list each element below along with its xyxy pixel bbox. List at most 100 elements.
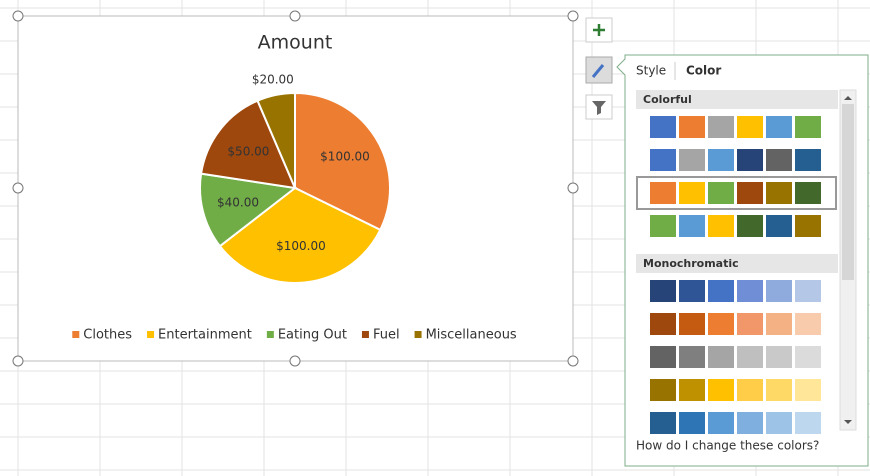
color-swatch[interactable]: [795, 116, 821, 138]
color-swatch[interactable]: [766, 379, 792, 401]
pie-slice: [294, 91, 391, 232]
color-swatch[interactable]: [650, 182, 676, 204]
color-swatch[interactable]: [650, 116, 676, 138]
color-swatch[interactable]: [766, 346, 792, 368]
color-swatch[interactable]: [795, 182, 821, 204]
pie-slice: [199, 172, 298, 248]
color-swatch[interactable]: [766, 182, 792, 204]
legend-swatch: [147, 331, 155, 338]
scroll-thumb[interactable]: [842, 104, 854, 280]
legend-label: Entertainment: [158, 328, 252, 343]
chart-title: Amount: [258, 32, 333, 54]
legend-label: Miscellaneous: [426, 328, 517, 343]
color-swatch[interactable]: [795, 313, 821, 335]
color-swatch[interactable]: [737, 313, 763, 335]
data-label: $100.00: [276, 239, 326, 253]
color-swatch[interactable]: [795, 379, 821, 401]
resize-handle[interactable]: [567, 182, 579, 194]
color-swatch[interactable]: [679, 379, 705, 401]
color-swatch[interactable]: [795, 412, 821, 434]
color-swatch[interactable]: [766, 412, 792, 434]
tab-active[interactable]: Color: [686, 64, 721, 78]
filter-button[interactable]: [585, 94, 613, 120]
color-swatch[interactable]: [679, 149, 705, 171]
color-swatch[interactable]: [737, 346, 763, 368]
data-label: $100.00: [320, 149, 370, 163]
color-swatch[interactable]: [650, 280, 676, 302]
resize-handles: [12, 10, 579, 367]
color-swatch[interactable]: [679, 346, 705, 368]
color-swatch[interactable]: [679, 280, 705, 302]
color-swatch[interactable]: [795, 149, 821, 171]
data-label: $40.00: [217, 195, 259, 209]
color-swatch[interactable]: [737, 116, 763, 138]
color-swatch[interactable]: [650, 313, 676, 335]
color-swatch[interactable]: [766, 313, 792, 335]
color-swatch[interactable]: [679, 182, 705, 204]
color-swatch[interactable]: [708, 412, 734, 434]
scroll-up[interactable]: [844, 96, 852, 100]
chart-buttons: [585, 17, 613, 120]
legend-swatch: [361, 331, 369, 338]
data-label: $50.00: [227, 144, 269, 158]
filter-icon: [592, 101, 606, 115]
color-swatch[interactable]: [766, 280, 792, 302]
resize-handle[interactable]: [567, 10, 579, 22]
color-swatch[interactable]: [737, 215, 763, 237]
color-swatch[interactable]: [737, 379, 763, 401]
resize-handle[interactable]: [12, 355, 24, 367]
color-swatch[interactable]: [679, 215, 705, 237]
tab[interactable]: Style: [636, 64, 666, 78]
color-swatch[interactable]: [795, 280, 821, 302]
scroll-down[interactable]: [844, 420, 852, 424]
color-swatch[interactable]: [795, 346, 821, 368]
legend-swatch: [266, 331, 274, 338]
color-swatch[interactable]: [737, 149, 763, 171]
color-swatch[interactable]: [708, 280, 734, 302]
resize-handle[interactable]: [12, 10, 24, 22]
selected-row: [636, 176, 837, 210]
color-swatch[interactable]: [650, 215, 676, 237]
resize-handle[interactable]: [289, 355, 301, 367]
color-swatch[interactable]: [679, 412, 705, 434]
legend-label: Eating Out: [278, 328, 347, 343]
color-swatch[interactable]: [795, 215, 821, 237]
color-swatch[interactable]: [708, 346, 734, 368]
color-swatch[interactable]: [708, 149, 734, 171]
color-swatch[interactable]: [708, 215, 734, 237]
color-swatch[interactable]: [766, 215, 792, 237]
legend-label: Clothes: [83, 328, 132, 343]
color-swatch[interactable]: [650, 149, 676, 171]
color-swatch[interactable]: [650, 346, 676, 368]
resize-handle[interactable]: [567, 355, 579, 367]
legend-swatch: [72, 331, 80, 338]
resize-handle[interactable]: [289, 10, 301, 22]
color-swatch[interactable]: [737, 412, 763, 434]
section-title: Colorful: [643, 93, 692, 106]
color-swatch[interactable]: [708, 379, 734, 401]
color-swatch[interactable]: [679, 116, 705, 138]
section-title: Monochromatic: [643, 257, 739, 270]
color-swatch[interactable]: [650, 379, 676, 401]
color-swatch[interactable]: [708, 313, 734, 335]
pie-slice: [218, 186, 382, 284]
section-header: [636, 90, 838, 109]
help-link[interactable]: How do I change these colors?: [636, 439, 819, 453]
legend-label: Fuel: [373, 328, 400, 343]
color-swatch[interactable]: [737, 280, 763, 302]
color-swatch[interactable]: [737, 182, 763, 204]
color-swatch[interactable]: [766, 149, 792, 171]
color-swatch[interactable]: [708, 116, 734, 138]
color-swatch[interactable]: [766, 116, 792, 138]
resize-handle[interactable]: [12, 182, 24, 194]
pie-slice: [256, 91, 296, 189]
color-swatch[interactable]: [679, 313, 705, 335]
color-swatch[interactable]: [650, 412, 676, 434]
plus-icon: [593, 24, 605, 36]
pie-slice: [199, 99, 297, 190]
color-swatch[interactable]: [708, 182, 734, 204]
data-label: $20.00: [252, 73, 294, 87]
brush-icon: [591, 64, 605, 78]
